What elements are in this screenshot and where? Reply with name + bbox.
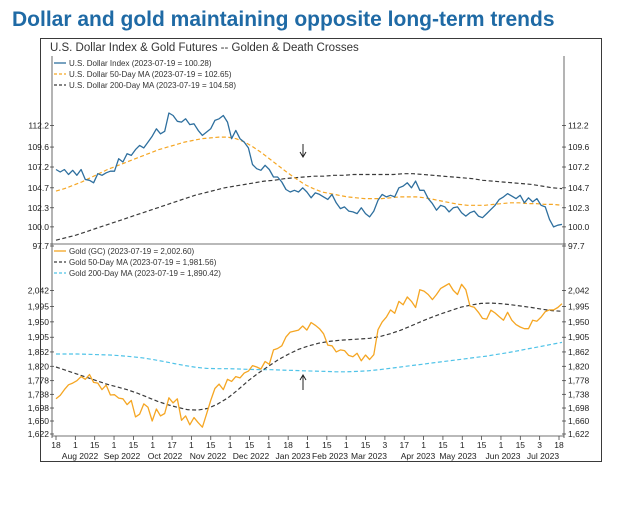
death-cross-arrow-icon — [299, 144, 307, 158]
gold-tick-label-right: 1,698 — [568, 403, 590, 413]
gold-legend-label-2: Gold 200-Day MA (2023-07-19 = 1,890.42) — [69, 269, 221, 278]
x-month-label: Feb 2023 — [312, 451, 348, 461]
gold-tick-label-right: 1,778 — [568, 376, 590, 386]
x-tick-label: 18 — [554, 440, 564, 450]
gold-legend-label-1: Gold 50-Day MA (2023-07-19 = 1,981.56) — [69, 258, 217, 267]
x-month-label: Jan 2023 — [276, 451, 311, 461]
usd-tick-label-right: 109.6 — [568, 142, 590, 152]
x-month-label: Jul 2023 — [527, 451, 559, 461]
x-tick-label: 1 — [421, 440, 426, 450]
usd-tick-label-left: 100.0 — [28, 222, 50, 232]
gold-tick-label-right: 1,660 — [568, 416, 590, 426]
series-line-usd-ma200 — [55, 173, 563, 241]
usd-tick-label-right: 112.2 — [568, 120, 589, 130]
usd-legend-label-1: U.S. Dollar 50-Day MA (2023-07-19 = 102.… — [69, 70, 232, 79]
gold-tick-label-right: 1,905 — [568, 332, 590, 342]
x-month-label: Sep 2022 — [104, 451, 141, 461]
x-tick-label: 17 — [167, 440, 177, 450]
x-tick-label: 15 — [477, 440, 487, 450]
series-line-usd-ma50 — [55, 136, 563, 206]
x-month-label: Nov 2022 — [190, 451, 227, 461]
gold-tick-label-right: 1,622 — [568, 429, 590, 439]
gold-tick-label-right: 2,042 — [568, 285, 590, 295]
usd-tick-label-left: 97.7 — [32, 241, 49, 251]
usd-tick-label-right: 100.0 — [568, 222, 590, 232]
x-tick-label: 15 — [438, 440, 448, 450]
x-month-label: Mar 2023 — [351, 451, 387, 461]
gold-tick-label-right: 1,862 — [568, 347, 590, 357]
usd-tick-label-left: 112.2 — [28, 120, 49, 130]
usd-legend-label-0: U.S. Dollar Index (2023-07-19 = 100.28) — [69, 59, 212, 68]
gold-tick-label-left: 1,738 — [28, 389, 50, 399]
x-month-label: Oct 2022 — [148, 451, 183, 461]
gold-tick-label-right: 1,995 — [568, 301, 590, 311]
x-month-label: May 2023 — [439, 451, 477, 461]
x-tick-label: 15 — [90, 440, 100, 450]
x-tick-label: 1 — [228, 440, 233, 450]
x-tick-label: 15 — [516, 440, 526, 450]
x-tick-label: 1 — [150, 440, 155, 450]
gold-tick-label-left: 1,778 — [28, 376, 50, 386]
x-tick-label: 3 — [383, 440, 388, 450]
usd-tick-label-right: 102.3 — [568, 203, 590, 213]
series-line-gold-ma200 — [56, 341, 563, 373]
x-tick-label: 1 — [344, 440, 349, 450]
x-tick-label: 1 — [73, 440, 78, 450]
series-line-usd-index — [55, 112, 563, 228]
gold-tick-label-left: 1,995 — [28, 301, 50, 311]
x-month-label: Aug 2022 — [62, 451, 99, 461]
usd-legend-label-2: U.S. Dollar 200-Day MA (2023-07-19 = 104… — [69, 81, 236, 90]
x-tick-label: 1 — [305, 440, 310, 450]
gold-tick-label-left: 1,660 — [28, 416, 50, 426]
usd-tick-label-left: 109.6 — [28, 142, 50, 152]
gold-tick-label-left: 1,622 — [28, 429, 50, 439]
gold-tick-label-right: 1,820 — [568, 361, 590, 371]
usd-tick-label-right: 97.7 — [568, 241, 585, 251]
usd-tick-label-left: 104.7 — [28, 183, 50, 193]
gold-tick-label-left: 1,950 — [28, 317, 50, 327]
gold-tick-label-left: 1,698 — [28, 403, 50, 413]
x-tick-label: 15 — [245, 440, 255, 450]
x-month-label: Dec 2022 — [233, 451, 270, 461]
gold-tick-label-left: 1,905 — [28, 332, 50, 342]
x-month-label: Jun 2023 — [486, 451, 521, 461]
x-tick-label: 18 — [283, 440, 293, 450]
gold-tick-label-left: 2,042 — [28, 285, 50, 295]
chart-frame — [40, 38, 602, 462]
gold-legend-label-0: Gold (GC) (2023-07-19 = 2,002.60) — [69, 247, 195, 256]
x-tick-label: 1 — [266, 440, 271, 450]
x-tick-label: 1 — [499, 440, 504, 450]
usd-tick-label-left: 107.2 — [28, 162, 50, 172]
x-tick-label: 1 — [112, 440, 117, 450]
x-tick-label: 1 — [189, 440, 194, 450]
x-tick-label: 18 — [51, 440, 61, 450]
x-tick-label: 1 — [460, 440, 465, 450]
x-tick-label: 15 — [322, 440, 332, 450]
usd-tick-label-right: 107.2 — [568, 162, 590, 172]
x-tick-label: 15 — [361, 440, 371, 450]
usd-tick-label-left: 102.3 — [28, 203, 50, 213]
golden-cross-arrow-icon — [299, 374, 307, 390]
gold-tick-label-right: 1,738 — [568, 389, 590, 399]
x-tick-label: 3 — [537, 440, 542, 450]
series-line-gold-price — [55, 282, 563, 428]
usd-tick-label-right: 104.7 — [568, 183, 590, 193]
x-month-label: Apr 2023 — [401, 451, 436, 461]
gold-tick-label-right: 1,950 — [568, 317, 590, 327]
gold-tick-label-left: 1,820 — [28, 361, 50, 371]
x-tick-label: 15 — [206, 440, 216, 450]
gold-tick-label-left: 1,862 — [28, 347, 50, 357]
page-headline: Dollar and gold maintaining opposite lon… — [12, 8, 555, 31]
x-tick-label: 15 — [129, 440, 139, 450]
x-tick-label: 17 — [399, 440, 409, 450]
chart-title: U.S. Dollar Index & Gold Futures -- Gold… — [50, 42, 359, 54]
